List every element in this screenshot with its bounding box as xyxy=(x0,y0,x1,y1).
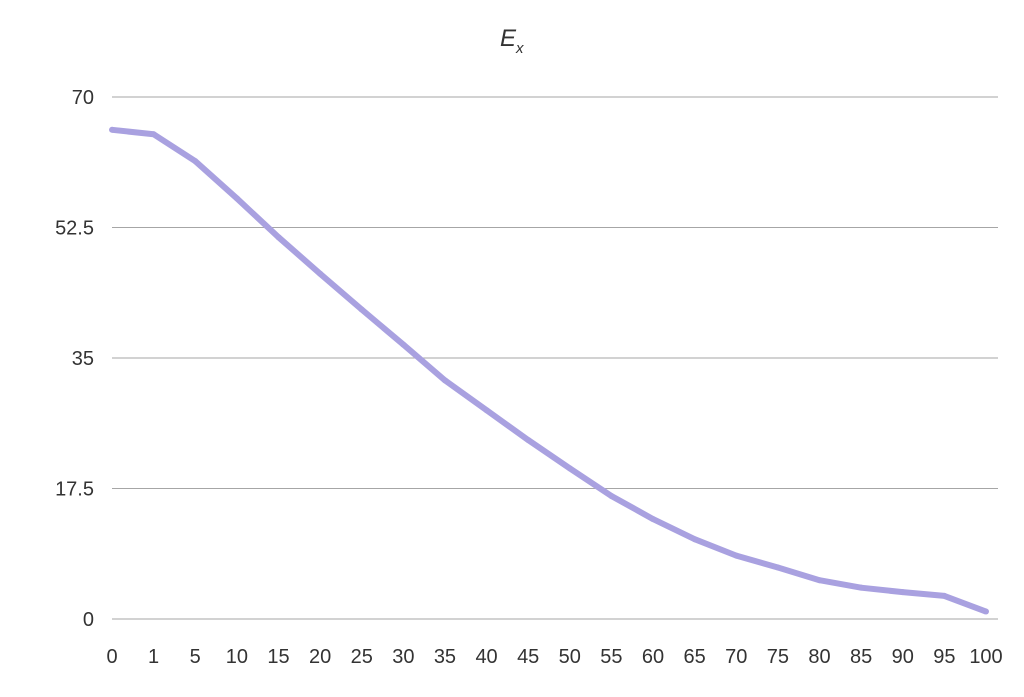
x-tick-label: 45 xyxy=(517,646,539,668)
data-point xyxy=(525,437,532,444)
data-point xyxy=(441,377,448,384)
x-axis-ticks: 0 1 5 10 15 20 25 30 35 40 45 50 55 60 65 70 75 80 85 90 95 1… xyxy=(106,646,1002,668)
x-tick-label: 95 xyxy=(933,646,955,668)
x-tick-label: 1 xyxy=(148,646,159,668)
x-tick-label: 20 xyxy=(309,646,331,668)
series-line-0 xyxy=(111,126,988,615)
x-tick-label: 40 xyxy=(475,646,497,668)
data-point xyxy=(192,158,199,165)
chart-title: Ex xyxy=(500,25,524,57)
data-point xyxy=(983,608,989,615)
data-point xyxy=(275,234,282,241)
x-tick-label: 100 xyxy=(969,646,1002,668)
y-tick-label: 52.5 xyxy=(55,218,94,240)
x-tick-label: 0 xyxy=(106,646,117,668)
x-tick-label: 50 xyxy=(559,646,581,668)
data-point xyxy=(691,536,698,543)
x-tick-label: 15 xyxy=(267,646,289,668)
chart-title-main: E xyxy=(500,25,517,52)
gridlines xyxy=(112,96,998,620)
y-axis-ticks: 0 17.5 35 52.5 70 xyxy=(55,87,94,631)
y-tick-label: 0 xyxy=(83,609,94,631)
x-tick-label: 60 xyxy=(642,646,664,668)
y-tick-label: 35 xyxy=(72,348,94,370)
x-tick-label: 10 xyxy=(226,646,248,668)
x-tick-label: 5 xyxy=(190,646,201,668)
x-tick-label: 75 xyxy=(767,646,789,668)
x-tick-label: 85 xyxy=(850,646,872,668)
data-point xyxy=(233,195,240,202)
data-point xyxy=(358,306,365,313)
data-point xyxy=(941,592,948,599)
data-point xyxy=(774,564,781,571)
data-point xyxy=(858,584,865,591)
x-tick-label: 65 xyxy=(684,646,706,668)
x-tick-label: 80 xyxy=(808,646,830,668)
data-point xyxy=(566,465,573,472)
data-point xyxy=(400,341,407,348)
chart-title-subscript: x xyxy=(515,40,524,57)
x-tick-label: 30 xyxy=(392,646,414,668)
series-layer xyxy=(109,126,989,615)
data-point xyxy=(650,516,657,523)
x-tick-label: 25 xyxy=(351,646,373,668)
x-tick-label: 70 xyxy=(725,646,747,668)
x-tick-label: 90 xyxy=(892,646,914,668)
data-point xyxy=(483,407,490,414)
data-point xyxy=(608,492,615,499)
data-point xyxy=(150,131,157,138)
data-point xyxy=(733,552,740,559)
x-tick-label: 55 xyxy=(600,646,622,668)
data-point xyxy=(109,126,115,133)
data-point xyxy=(816,577,823,584)
data-point xyxy=(317,270,324,277)
y-tick-label: 17.5 xyxy=(55,479,94,501)
x-tick-label: 35 xyxy=(434,646,456,668)
y-tick-label: 70 xyxy=(72,87,94,109)
data-point xyxy=(899,589,906,596)
